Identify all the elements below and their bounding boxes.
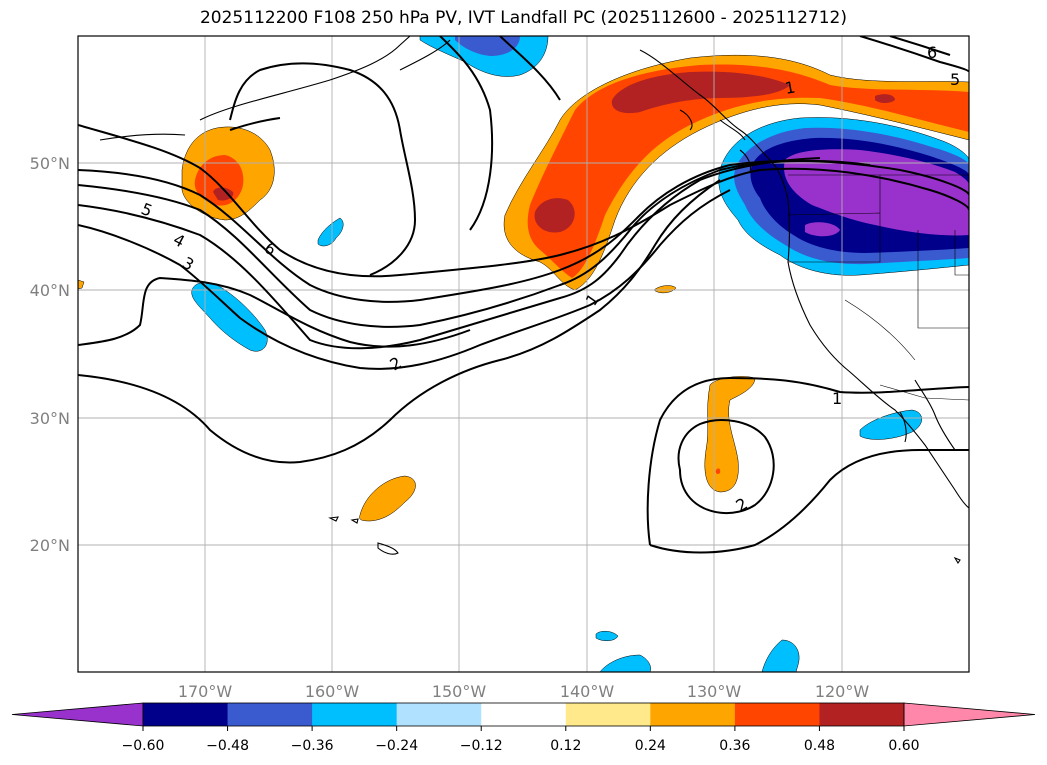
map-frame bbox=[77, 35, 970, 673]
lon-label: 130°W bbox=[687, 682, 742, 701]
coastlines bbox=[99, 36, 969, 565]
colorbar-segment bbox=[734, 703, 820, 726]
lon-label: 140°W bbox=[560, 682, 615, 701]
colorbar-tick-label: 0.48 bbox=[804, 738, 835, 754]
longitude-labels: 170°W 160°W 150°W 140°W 130°W 120°W bbox=[178, 682, 870, 701]
positive-anomaly-low bbox=[359, 475, 416, 522]
positive-anomaly-high bbox=[611, 71, 790, 114]
colorbar-tick-label: 0.12 bbox=[550, 738, 581, 754]
negative-anomaly-low bbox=[191, 282, 268, 352]
lat-label: 50°N bbox=[30, 154, 70, 173]
lat-label: 20°N bbox=[30, 536, 70, 555]
colorbar-segment bbox=[650, 703, 736, 726]
pv-contours bbox=[78, 36, 969, 554]
colorbar-segment bbox=[227, 703, 313, 726]
latitude-labels: 50°N 40°N 30°N 20°N bbox=[30, 154, 70, 555]
lat-label: 30°N bbox=[30, 409, 70, 428]
colorbar-tick-label: 0.24 bbox=[635, 738, 666, 754]
positive-anomaly-shading bbox=[78, 54, 969, 522]
lon-label: 150°W bbox=[432, 682, 487, 701]
colorbar-tick-label: −0.36 bbox=[291, 738, 334, 754]
positive-anomaly-low bbox=[653, 285, 677, 294]
positive-anomaly-low bbox=[78, 279, 85, 290]
colorbar-segment bbox=[819, 703, 905, 726]
lat-label: 40°N bbox=[30, 281, 70, 300]
colorbar-frame bbox=[142, 702, 905, 727]
colorbar-segment bbox=[565, 703, 651, 726]
colorbar-tick-label: −0.24 bbox=[375, 738, 418, 754]
lon-label: 170°W bbox=[178, 682, 233, 701]
negative-anomaly-low bbox=[599, 654, 651, 672]
colorbar-segment bbox=[143, 703, 229, 726]
colorbar-segment bbox=[312, 703, 398, 726]
colorbar-tick-label: −0.60 bbox=[122, 738, 165, 754]
colorbar-tick-label: −0.12 bbox=[460, 738, 503, 754]
colorbar-segment bbox=[396, 703, 482, 726]
positive-anomaly-mid bbox=[527, 64, 969, 278]
colorbar-ticks: −0.60 −0.48 −0.36 −0.24 −0.12 0.12 0.24 0.36 0.4… bbox=[122, 726, 920, 754]
lon-label: 120°W bbox=[815, 682, 870, 701]
negative-anomaly-low bbox=[317, 217, 344, 247]
colorbar-tick-label: 0.60 bbox=[888, 738, 919, 754]
negative-anomaly-low bbox=[761, 639, 800, 672]
colorbar: −0.60 −0.48 −0.36 −0.24 −0.12 0.12 0.24 0.36 0.4… bbox=[11, 702, 1036, 754]
colorbar-extend-high bbox=[903, 702, 1036, 727]
colorbar-segment bbox=[481, 703, 567, 726]
lon-label: 160°W bbox=[305, 682, 360, 701]
colorbar-tick-label: −0.48 bbox=[206, 738, 249, 754]
colorbar-tick-label: 0.36 bbox=[719, 738, 750, 754]
contour-label: 6 bbox=[927, 43, 937, 62]
contour-label: 1 bbox=[832, 389, 842, 408]
colorbar-segments bbox=[11, 702, 1036, 727]
contour-label: 1 bbox=[783, 77, 796, 97]
negative-anomaly-low bbox=[595, 631, 619, 641]
colorbar-extend-low bbox=[11, 702, 144, 727]
map-plot-area: 5 4 3 6 2 1 1 1 2 6 5 bbox=[78, 36, 969, 672]
map-title: 2025112200 F108 250 hPa PV, IVT Landfall… bbox=[199, 8, 847, 28]
contour-label: 5 bbox=[950, 70, 960, 89]
